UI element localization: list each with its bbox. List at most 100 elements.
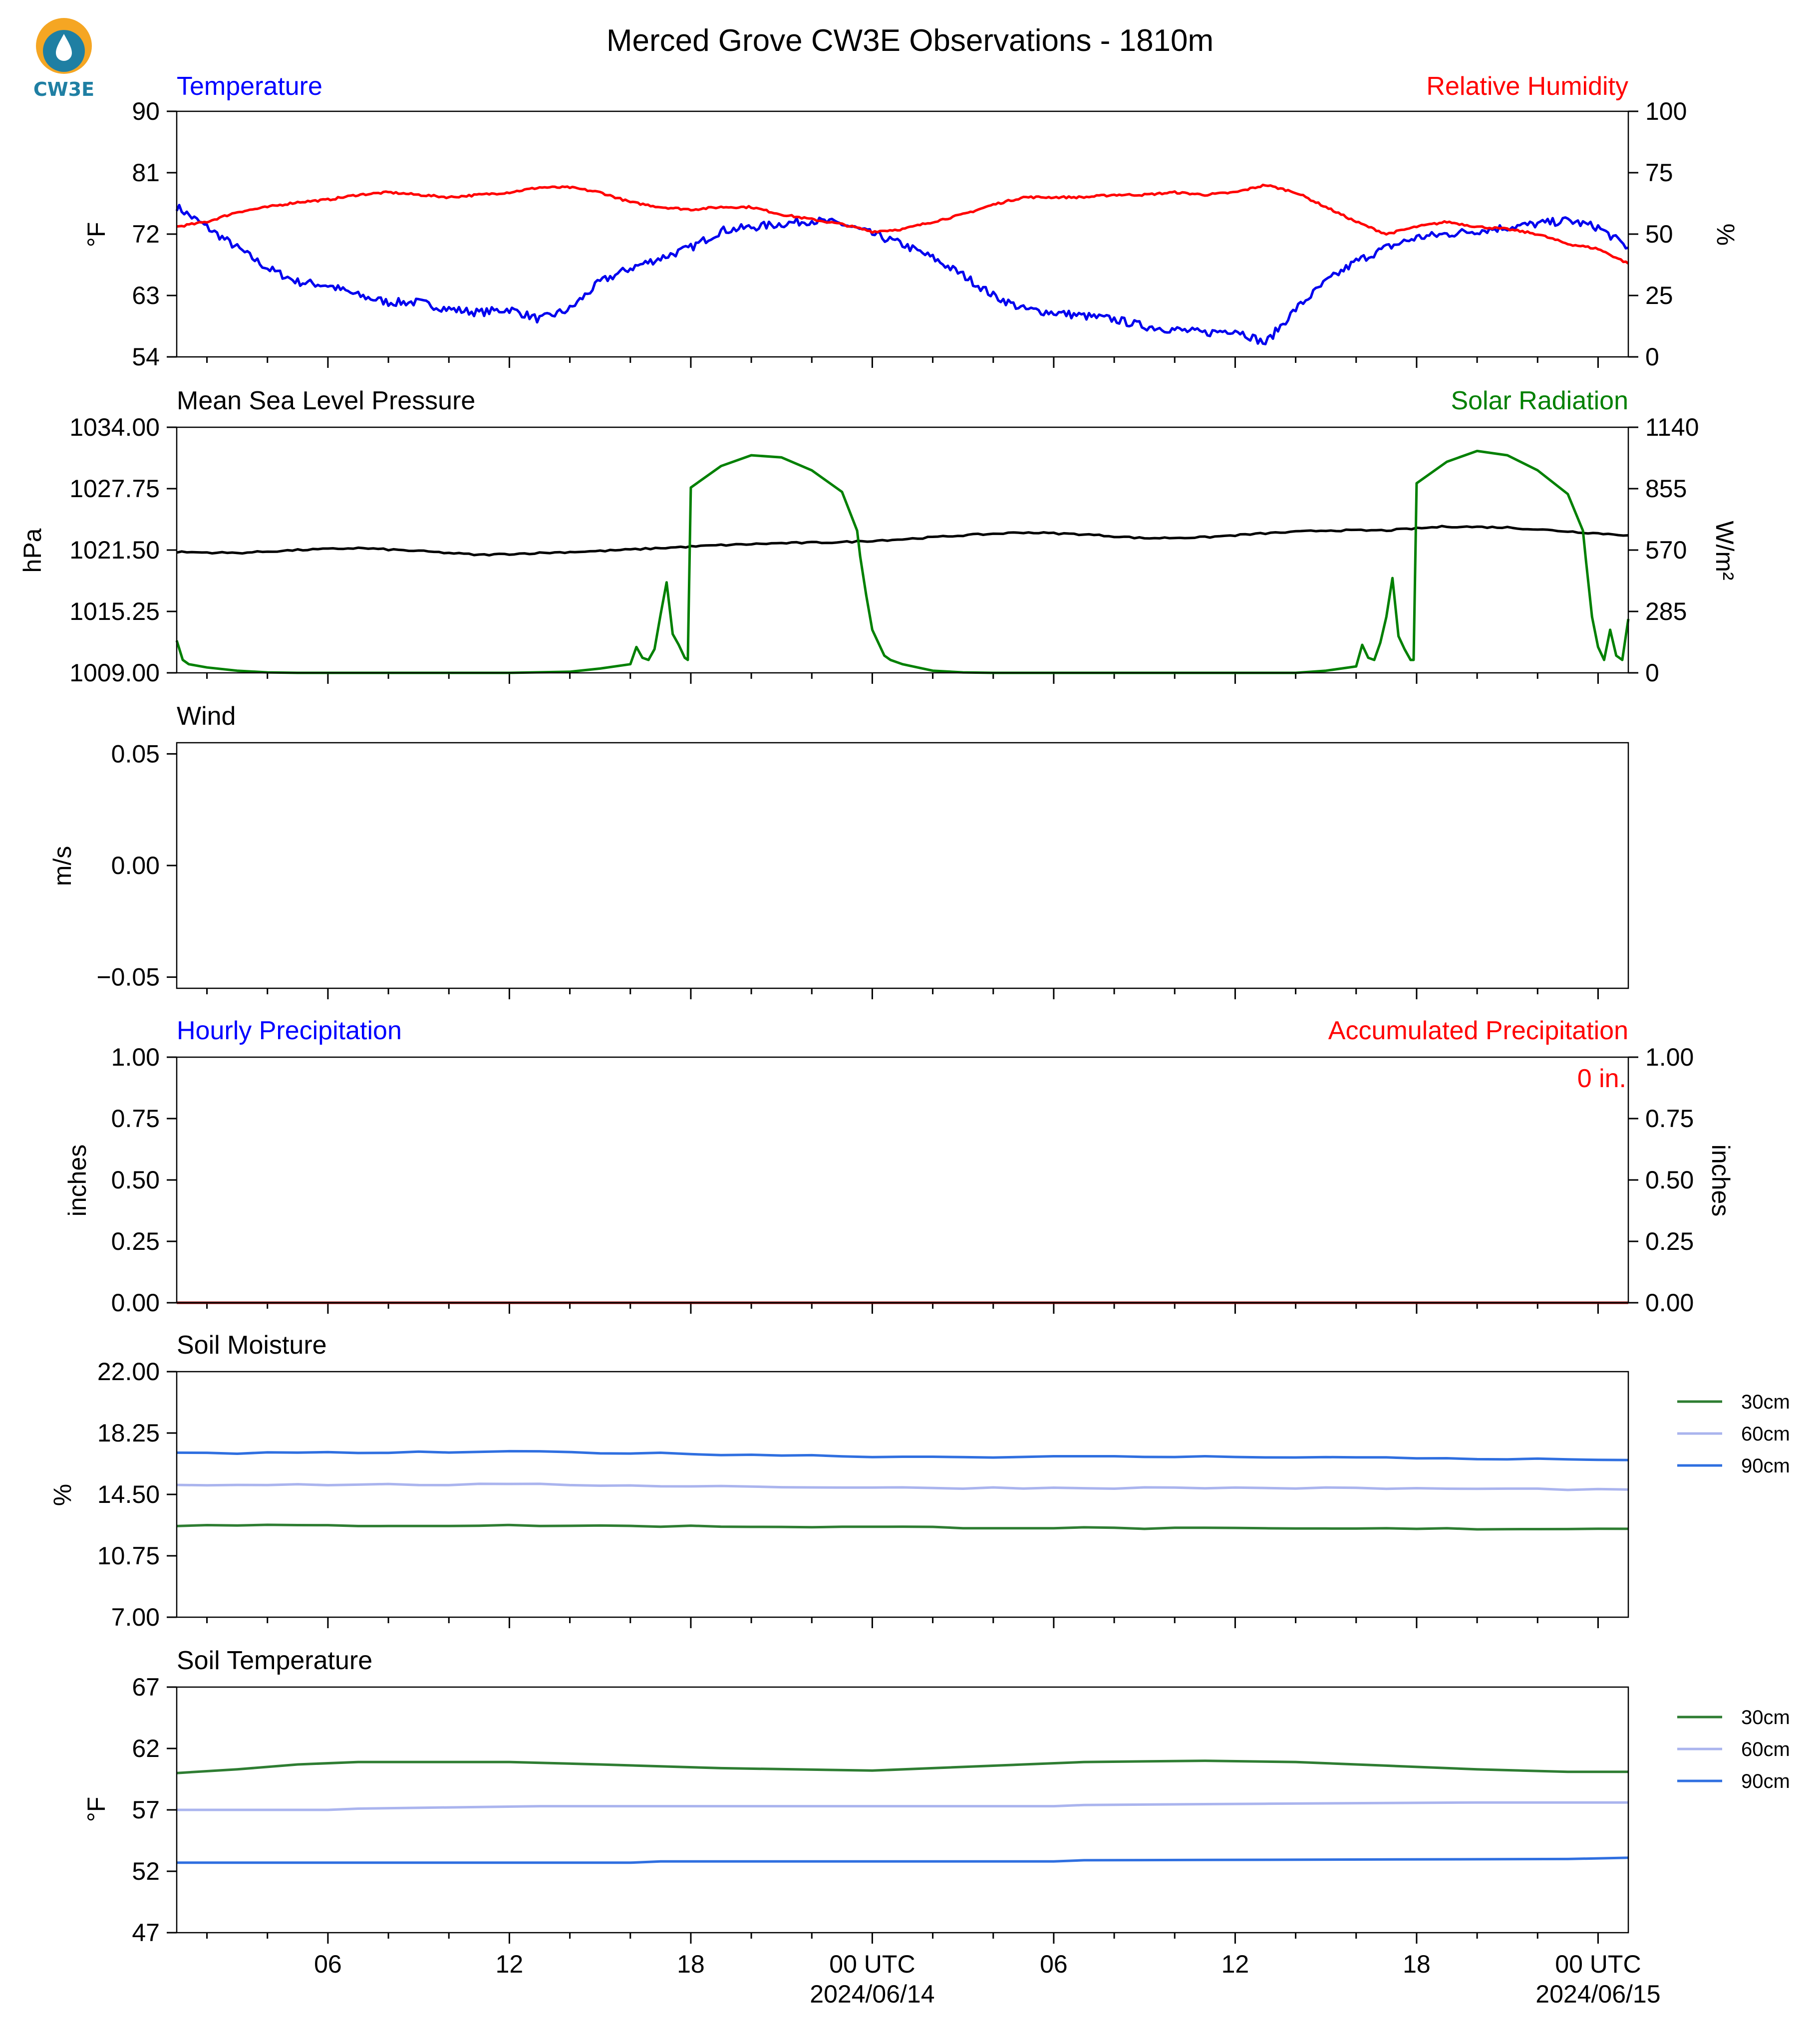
y-tick-label: 81 [132,159,160,187]
accum-precip-yticks: 1.00 0.75 0.50 0.25 0.00 [1628,1043,1694,1317]
x-tick-label: 18 [1403,1950,1431,1978]
figure-title: Merced Grove CW3E Observations - 1810m [607,23,1213,58]
solar-ylabel: W/m² [1711,521,1739,580]
y2-tick-label: 0.50 [1645,1166,1694,1194]
pressure-yticks: 1034.00 1027.75 1021.50 1015.25 1009.00 [69,413,177,687]
y-tick-label: 22.00 [97,1358,160,1386]
y-tick-label: 0.25 [111,1227,160,1255]
humidity-ylabel: % [1712,224,1740,246]
humidity-title: Relative Humidity [1426,72,1628,101]
precip-y2label: inches [1707,1145,1735,1217]
soil-temperature-xticks [206,1933,1599,1944]
pressure-xticks [206,673,1599,684]
legend-label-60cm: 60cm [1741,1738,1790,1760]
legend-label-90cm: 90cm [1741,1770,1790,1792]
series-line-solar-radiation [175,450,1630,674]
y2-tick-label: 285 [1645,597,1687,625]
humidity-yticks: 100 75 50 25 0 [1628,97,1687,371]
wind-frame [176,742,1629,989]
soil-moisture-frame [176,1371,1629,1618]
temperature-xticks [206,357,1599,368]
series-line-temperature [175,204,1629,345]
soil-temperature-yticks: 67 62 57 52 47 [132,1673,177,1947]
series-line-60cm [177,1801,1628,1811]
y-tick-label: −0.05 [96,963,160,991]
y-tick-label: 57 [132,1796,160,1824]
hourly-precip-title: Hourly Precipitation [177,1016,402,1045]
soil-temperature-title: Soil Temperature [177,1646,372,1675]
soil-temperature-legend: 30cm 60cm 90cm [1677,1707,1790,1792]
series-line-90cm [177,1856,1629,1864]
y2-tick-label: 0 [1645,343,1659,371]
y2-tick-label: 0.25 [1645,1227,1694,1255]
y2-tick-label: 855 [1645,475,1687,503]
y-tick-label: 18.25 [97,1419,160,1447]
solar-yticks: 1140 855 570 285 0 [1628,413,1699,687]
y-tick-label: 7.00 [111,1603,160,1631]
y-tick-label: 0.50 [111,1166,160,1194]
x-tick-label: 00 UTC [829,1950,915,1978]
legend-label-60cm: 60cm [1741,1423,1790,1445]
temperature-yticks: 90 81 72 63 54 [132,97,177,371]
y2-tick-label: 1140 [1645,413,1699,441]
y-tick-label: 1015.25 [69,597,160,625]
soil-moisture-yticks: 22.00 18.25 14.50 10.75 7.00 [97,1358,177,1631]
y-tick-label: 1.00 [111,1043,160,1071]
pressure-frame [176,426,1629,674]
y2-tick-label: 0.00 [1645,1289,1694,1317]
y-tick-label: 1034.00 [69,413,160,441]
logo-text: CW3E [33,78,94,100]
precip-yticks: 1.00 0.75 0.50 0.25 0.00 [111,1043,177,1317]
y-tick-label: 63 [132,282,160,309]
pressure-series [175,450,1630,674]
y2-tick-label: 1.00 [1645,1043,1694,1071]
y-tick-label: 10.75 [97,1542,160,1570]
soil-moisture-panel: Soil Moisture % 22.00 18.25 14.50 10.75 7.00… [48,1331,1790,1631]
y2-tick-label: 25 [1645,282,1673,309]
temperature-panel: Temperature Relative Humidity °F % 90 81 7… [82,72,1740,371]
series-line-30cm [176,1759,1628,1774]
y-tick-label: 52 [132,1857,160,1885]
series-line-60cm [176,1482,1629,1491]
y-tick-label: 0.00 [111,852,160,879]
x-tick-label: 00 UTC [1555,1950,1641,1978]
y-tick-label: 67 [132,1673,160,1701]
y-tick-label: 14.50 [97,1480,160,1508]
logo-drop-icon [56,34,72,61]
soil-temperature-ylabel: °F [82,1797,110,1822]
y2-tick-label: 570 [1645,536,1687,564]
precip-xticks [206,1303,1599,1314]
temperature-ylabel: °F [82,222,110,248]
legend-label-90cm: 90cm [1741,1455,1790,1477]
y2-tick-label: 50 [1645,220,1673,248]
x-tick-label: 06 [1040,1950,1068,1978]
accum-precip-title: Accumulated Precipitation [1328,1016,1628,1045]
y-tick-label: 1027.75 [69,475,160,503]
y-tick-label: 0.00 [111,1289,160,1317]
soil-temperature-series [176,1759,1629,1864]
y2-tick-label: 75 [1645,159,1673,187]
soil-moisture-xticks [206,1617,1599,1628]
series-line-30cm [176,1523,1629,1531]
y-tick-label: 62 [132,1735,160,1762]
x-date-label: 2024/06/15 [1535,1980,1660,2008]
wind-yticks: 0.05 0.00 −0.05 [96,740,177,991]
y2-tick-label: 100 [1645,97,1687,125]
y-tick-label: 1021.50 [69,536,160,564]
cw3e-logo: CW3E [33,18,94,100]
series-line-90cm [176,1449,1629,1461]
x-date-label: 2024/06/14 [810,1980,934,2008]
wind-xticks [206,988,1599,999]
y-tick-label: 72 [132,220,160,248]
y2-tick-label: 0 [1645,659,1659,687]
y2-tick-label: 0.75 [1645,1105,1694,1133]
wind-title: Wind [177,702,236,731]
y-tick-label: 54 [132,343,160,371]
soil-temperature-frame [176,1686,1629,1934]
solar-title: Solar Radiation [1451,386,1628,415]
precip-ylabel: inches [63,1145,91,1217]
series-line-relative-humidity [176,183,1629,265]
x-tick-label: 18 [677,1950,705,1978]
